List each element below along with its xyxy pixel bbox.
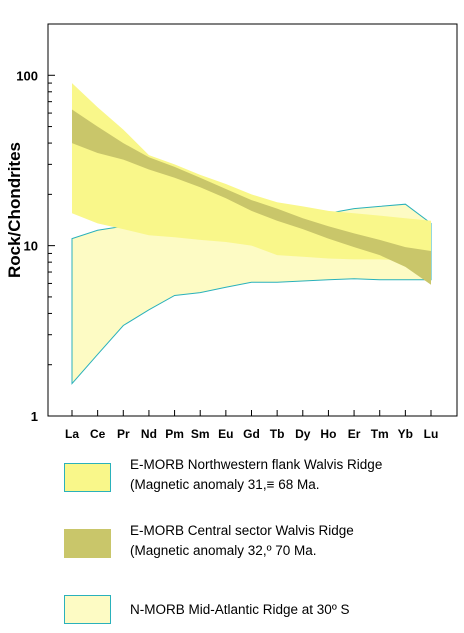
y-tick-label: 1 [31, 409, 38, 424]
x-tick-label: Yb [398, 427, 413, 441]
y-tick-label: 100 [16, 68, 38, 83]
bands-layer [71, 83, 432, 385]
ree-spider-diagram: La Ce Pr Nd Pm Sm Eu Gd Tb Dy Ho Er Tm Yb Lu 1 10 100 Ro… [5, 23, 458, 441]
x-tick-label: La [65, 427, 79, 441]
x-tick-label: Ho [320, 427, 336, 441]
legend-item-central-sector: E-MORB Central sector Walvis Ridge (Magn… [64, 521, 464, 567]
legend-item-nw-flank: E-MORB Northwestern flank Walvis Ridge (… [64, 455, 464, 501]
legend-label: E-MORB Northwestern flank Walvis Ridge (… [130, 457, 383, 492]
x-tick-label: Dy [295, 427, 311, 441]
legend-swatch [64, 463, 111, 492]
legend: E-MORB Northwestern flank Walvis Ridge (… [64, 455, 464, 633]
legend-swatch [64, 595, 111, 624]
x-tick-label: Tb [270, 427, 285, 441]
x-tick-label: Er [348, 427, 361, 441]
x-tick-label: Tm [371, 427, 389, 441]
band-nw-flank [72, 83, 431, 261]
y-tick-label: 10 [24, 239, 38, 254]
x-tick-label: Sm [191, 427, 210, 441]
legend-item-n-morb: N-MORB Mid-Atlantic Ridge at 30º S [64, 587, 464, 633]
legend-label: N-MORB Mid-Atlantic Ridge at 30º S [130, 602, 350, 617]
legend-label: E-MORB Central sector Walvis Ridge (Magn… [130, 523, 354, 558]
y-axis: 1 10 100 [16, 23, 55, 424]
y-axis-label: Rock/Chondrites [5, 142, 24, 278]
x-tick-label: Lu [424, 427, 439, 441]
x-tick-label: Ce [90, 427, 106, 441]
x-tick-label: Pr [117, 427, 130, 441]
x-axis: La Ce Pr Nd Pm Sm Eu Gd Tb Dy Ho Er Tm Yb Lu [65, 410, 438, 441]
x-tick-label: Gd [243, 427, 260, 441]
band-central-sector [72, 109, 431, 285]
legend-swatch [64, 529, 111, 558]
x-tick-label: Eu [218, 427, 233, 441]
x-tick-label: Pm [165, 427, 184, 441]
x-tick-label: Nd [141, 427, 157, 441]
